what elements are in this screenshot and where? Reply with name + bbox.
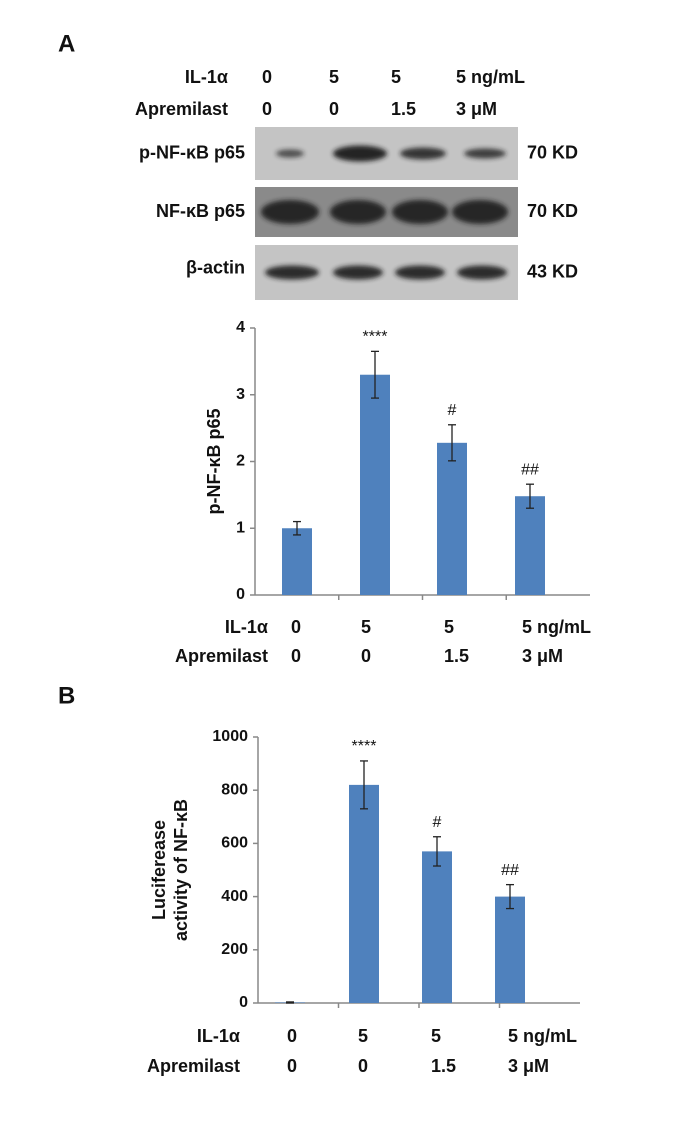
blot-label: p-NF-κB p65 bbox=[139, 142, 245, 162]
panel-label: A bbox=[58, 30, 75, 57]
significance: ## bbox=[501, 862, 519, 879]
y-tick-label: 800 bbox=[221, 781, 248, 798]
y-tick-label: 3 bbox=[236, 386, 245, 403]
error-bar bbox=[433, 836, 441, 867]
condition-value: 3 μM bbox=[456, 99, 497, 119]
condition-value: 0 bbox=[262, 67, 272, 87]
blot-band bbox=[330, 200, 386, 224]
condition-value: 1.5 bbox=[444, 646, 469, 666]
y-tick-label: 0 bbox=[239, 994, 248, 1011]
condition-value: 0 bbox=[329, 99, 339, 119]
bar bbox=[437, 442, 467, 595]
condition-value: 0 bbox=[291, 646, 301, 666]
blot-band bbox=[276, 149, 304, 158]
bar bbox=[515, 496, 545, 595]
panel-label: B bbox=[58, 682, 75, 709]
y-axis-label: p-NF-κB p65 bbox=[204, 408, 224, 514]
significance: # bbox=[448, 402, 457, 419]
condition-value: 5 bbox=[358, 1026, 368, 1046]
significance: # bbox=[433, 814, 442, 831]
error-bar bbox=[506, 883, 514, 910]
condition-value: 5 bbox=[329, 67, 339, 87]
blot-band bbox=[333, 265, 383, 280]
condition-value: 1.5 bbox=[391, 99, 416, 119]
condition-value: 3 μM bbox=[508, 1056, 549, 1076]
significance: ## bbox=[521, 461, 539, 478]
condition-value: 3 μM bbox=[522, 646, 563, 666]
blot-band bbox=[395, 265, 445, 280]
condition-value: 0 bbox=[361, 646, 371, 666]
condition-value: 1.5 bbox=[431, 1056, 456, 1076]
condition-value: 0 bbox=[287, 1026, 297, 1046]
condition-value: 0 bbox=[291, 617, 301, 637]
blot-band bbox=[464, 148, 506, 159]
blot-band bbox=[261, 200, 319, 224]
y-tick-label: 1000 bbox=[212, 728, 248, 745]
error-bar bbox=[448, 424, 456, 462]
y-tick-label: 400 bbox=[221, 888, 248, 905]
condition-value: 0 bbox=[358, 1056, 368, 1076]
bar bbox=[349, 784, 379, 1003]
blot-band bbox=[457, 265, 507, 280]
significance: **** bbox=[352, 738, 377, 755]
blot-band bbox=[333, 145, 387, 162]
error-bar bbox=[360, 760, 368, 810]
condition-value: 5 ng/mL bbox=[522, 617, 591, 637]
y-tick-label: 4 bbox=[236, 319, 245, 336]
condition-value: 5 bbox=[444, 617, 454, 637]
blot-label: β-actin bbox=[186, 257, 245, 277]
blot-label: NF-κB p65 bbox=[156, 201, 245, 221]
condition-value: 5 bbox=[391, 67, 401, 87]
blot-band bbox=[392, 200, 448, 224]
y-axis-label: Luciferease bbox=[149, 820, 169, 920]
error-bar bbox=[286, 1001, 294, 1004]
bar bbox=[422, 851, 452, 1003]
y-tick-label: 0 bbox=[236, 586, 245, 603]
blot-band bbox=[452, 200, 508, 224]
error-bar bbox=[526, 483, 534, 509]
condition-value: 0 bbox=[287, 1056, 297, 1076]
bar bbox=[282, 528, 312, 595]
error-bar bbox=[371, 350, 379, 399]
blot-band bbox=[400, 147, 446, 160]
blot-size: 70 KD bbox=[527, 201, 578, 221]
blot-size: 70 KD bbox=[527, 142, 578, 162]
condition-value: 0 bbox=[262, 99, 272, 119]
condition-value: 5 ng/mL bbox=[508, 1026, 577, 1046]
bar bbox=[495, 896, 525, 1003]
blot-band bbox=[265, 265, 319, 280]
condition-name: Apremilast bbox=[135, 99, 228, 119]
y-tick-label: 1 bbox=[236, 519, 245, 536]
y-tick-label: 200 bbox=[221, 941, 248, 958]
condition-name: Apremilast bbox=[175, 646, 268, 666]
condition-value: 5 bbox=[361, 617, 371, 637]
condition-name: IL-1α bbox=[185, 67, 228, 87]
y-tick-label: 2 bbox=[236, 453, 245, 470]
condition-name: IL-1α bbox=[225, 617, 268, 637]
condition-value: 5 bbox=[431, 1026, 441, 1046]
blot-size: 43 KD bbox=[527, 261, 578, 281]
y-tick-label: 600 bbox=[221, 835, 248, 852]
bar bbox=[360, 374, 390, 595]
significance: **** bbox=[363, 329, 388, 346]
condition-value: 5 ng/mL bbox=[456, 67, 525, 87]
condition-name: IL-1α bbox=[197, 1026, 240, 1046]
condition-name: Apremilast bbox=[147, 1056, 240, 1076]
error-bar bbox=[293, 520, 301, 536]
y-axis-label: activity of NF-κB bbox=[171, 799, 191, 941]
